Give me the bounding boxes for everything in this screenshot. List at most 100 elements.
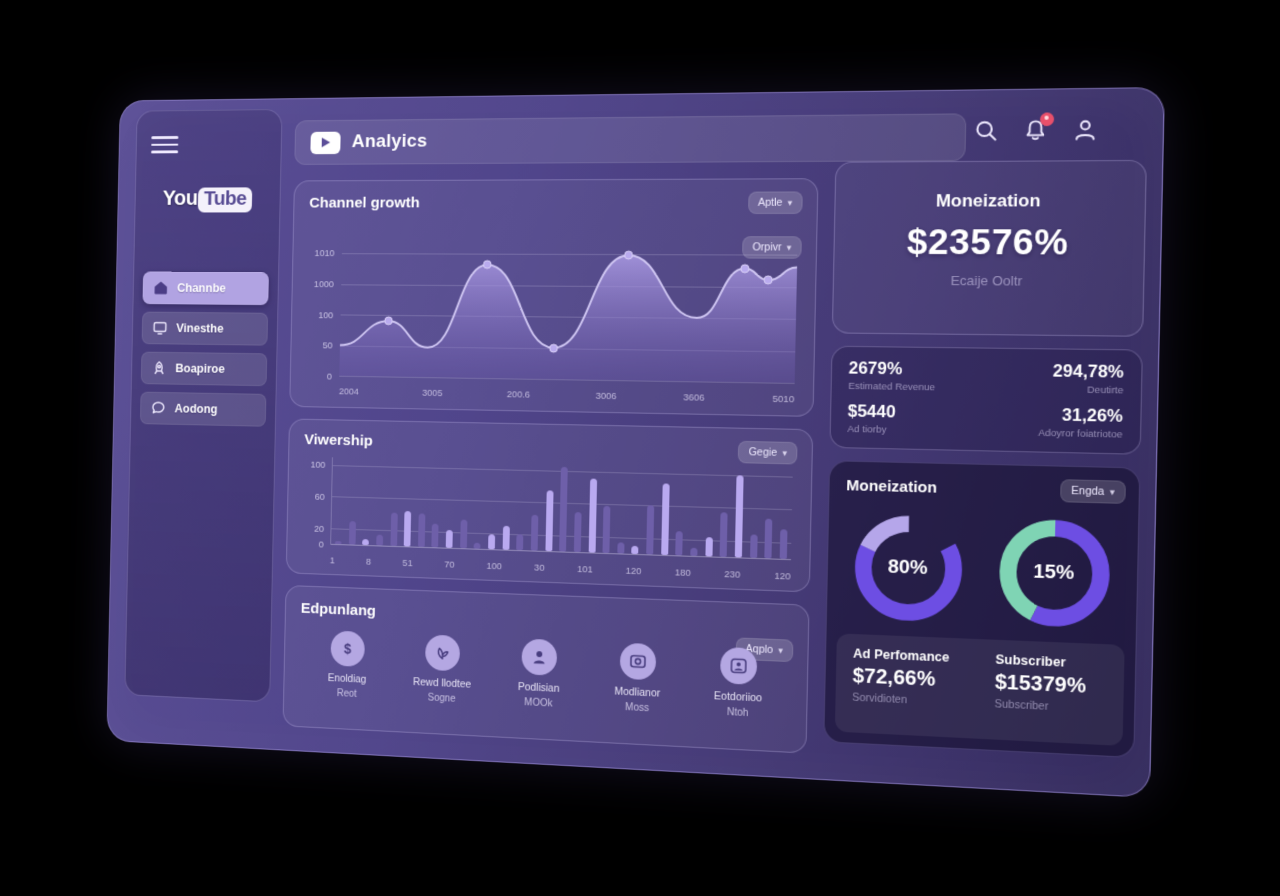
- search-icon[interactable]: [972, 117, 1000, 144]
- donut-value: 15%: [1033, 560, 1075, 585]
- sidebar-item-aodong[interactable]: Aodong: [139, 391, 267, 427]
- channel-growth-x-axis: 2004 3005 200.6 3006 3606 5010: [339, 386, 795, 405]
- footer-stat-label: Ad Perfomance: [852, 646, 950, 665]
- viewership-bar: [473, 542, 481, 549]
- notification-badge: [1039, 112, 1055, 127]
- monetization-detail-dropdown[interactable]: Engda ▾: [1060, 479, 1126, 504]
- eapulang-card: Edpunlang Aqplo ▾ $ Enoldiag Reot Rewd llodt…: [282, 584, 810, 754]
- y-axis-label: 0: [318, 539, 324, 550]
- rocket-icon: [151, 359, 168, 376]
- channel-growth-line: [339, 253, 797, 383]
- viewership-bar: [530, 514, 539, 551]
- footer-stat-value: $15379%: [994, 670, 1087, 698]
- bars-container: [331, 457, 793, 559]
- x-axis-label: 180: [674, 567, 691, 580]
- viewership-bar: [403, 510, 412, 547]
- chevron-down-icon: ▾: [1109, 486, 1115, 498]
- profile-icon[interactable]: [1071, 116, 1100, 143]
- viewership-bar: [516, 533, 524, 551]
- eapulang-item-sublabel: Moss: [624, 701, 650, 714]
- y-axis-label: 1010: [314, 247, 335, 259]
- monitor-icon: [152, 319, 169, 336]
- viewership-chart: 100 60 20 0: [310, 457, 793, 561]
- footer-stat-group: Subscriber $15379% Subscriber: [977, 639, 1125, 746]
- person-icon: [521, 638, 558, 676]
- x-axis-label: 200.6: [506, 389, 531, 401]
- viewership-bar: [431, 523, 440, 548]
- donut-chart: 80%: [848, 509, 968, 628]
- header-bar: Analyics: [294, 113, 967, 165]
- viewership-bar: [362, 538, 370, 546]
- eapulang-item[interactable]: $ Enoldiag Reot: [303, 629, 393, 701]
- sidebar-menu: Channbe Vinesthe Boapiroe Aodong: [139, 271, 269, 435]
- footer-stat-group: Ad Perfomance $72,66% Sorvidioten: [835, 633, 979, 738]
- sidebar-item-label: Vinesthe: [176, 321, 224, 336]
- youtube-logo-you: You: [162, 185, 198, 210]
- x-axis-label: 1: [329, 555, 335, 567]
- viewership-bar: [559, 466, 569, 552]
- donut-chart: 15%: [992, 513, 1116, 634]
- x-axis-label: 120: [774, 570, 791, 583]
- viewership-dropdown[interactable]: Gegie ▾: [738, 440, 798, 465]
- x-axis-label: 30: [534, 562, 545, 574]
- monetization-summary-value: $23576%: [906, 222, 1069, 263]
- viewership-bar: [749, 534, 758, 558]
- eapulang-items: $ Enoldiag Reot Rewd llodtee Sogne Podlisian M…: [303, 629, 787, 720]
- x-axis-label: 70: [444, 559, 455, 571]
- x-axis-label: 230: [724, 569, 741, 581]
- footer-stat-sublabel: Sorvidioten: [852, 691, 908, 707]
- eapulang-item[interactable]: Eotdoriioo Ntoh: [690, 646, 787, 721]
- eapulang-item[interactable]: Podlisian MOOk: [493, 637, 586, 710]
- x-axis-label: 3006: [595, 390, 617, 403]
- x-axis-label: 5010: [772, 393, 795, 406]
- stat-label: Estimated Revenue: [848, 380, 936, 394]
- viewership-bar: [631, 545, 639, 555]
- viewership-bar: [764, 518, 773, 559]
- viewership-bar: [417, 513, 426, 547]
- donut-value: 80%: [887, 556, 928, 580]
- sidebar: You Tube Channbe Vinesthe Boapiroe Aodong: [124, 108, 283, 703]
- y-axis-label: 100: [310, 459, 326, 471]
- x-axis-label: 101: [577, 564, 593, 576]
- sidebar-item-boapiroe[interactable]: Boapiroe: [140, 351, 268, 387]
- analytics-dashboard: You Tube Channbe Vinesthe Boapiroe Aodong An…: [106, 86, 1165, 799]
- youtube-play-icon: [310, 131, 341, 154]
- eapulang-item[interactable]: Rewd llodtee Sogne: [397, 633, 488, 706]
- y-axis-label: 20: [313, 523, 325, 535]
- x-axis-label: 8: [365, 556, 372, 568]
- viewership-bar: [445, 530, 453, 548]
- chevron-down-icon: ▾: [786, 242, 792, 253]
- viewership-bar: [348, 520, 356, 545]
- viewership-bar: [734, 475, 744, 558]
- x-axis-label: 120: [625, 565, 642, 578]
- chat-icon: [150, 399, 167, 417]
- x-axis-label: 2004: [338, 386, 359, 398]
- eapulang-item-sublabel: Sogne: [427, 692, 456, 705]
- viewership-bar: [502, 525, 510, 550]
- viewership-bar: [588, 478, 597, 553]
- footer-stat-value: $72,66%: [852, 664, 936, 692]
- y-axis-label: 50: [322, 340, 333, 352]
- youtube-logo-tube: Tube: [198, 187, 253, 213]
- monetization-footer-stats: Ad Perfomance $72,66% Sorvidioten Subscribe…: [834, 633, 1125, 746]
- notifications-bell-icon[interactable]: [1021, 112, 1055, 144]
- x-axis-label: 100: [486, 560, 502, 573]
- sidebar-item-channbe[interactable]: Channbe: [142, 271, 269, 306]
- sidebar-item-label: Aodong: [174, 401, 218, 417]
- sidebar-item-vinesthe[interactable]: Vinesthe: [141, 311, 269, 346]
- viewership-bar: [390, 512, 398, 547]
- hamburger-menu-icon[interactable]: [151, 136, 179, 157]
- channel-growth-dropdown[interactable]: Aptle ▾: [747, 191, 803, 214]
- eapulang-item[interactable]: Modlianor Moss: [590, 641, 685, 715]
- viewership-bar: [719, 511, 728, 558]
- viewership-bar: [334, 540, 342, 545]
- stat-cell: 31,26% Adoyror foiatriotoe: [983, 404, 1123, 441]
- viewership-title: Viwership: [304, 431, 373, 450]
- viewership-bar: [573, 511, 582, 553]
- viewership-bar: [779, 529, 788, 559]
- hand-icon: [424, 634, 461, 672]
- stat-value: 2679%: [848, 359, 903, 379]
- channel-growth-title: Channel growth: [309, 194, 420, 212]
- viewership-bar: [617, 542, 625, 554]
